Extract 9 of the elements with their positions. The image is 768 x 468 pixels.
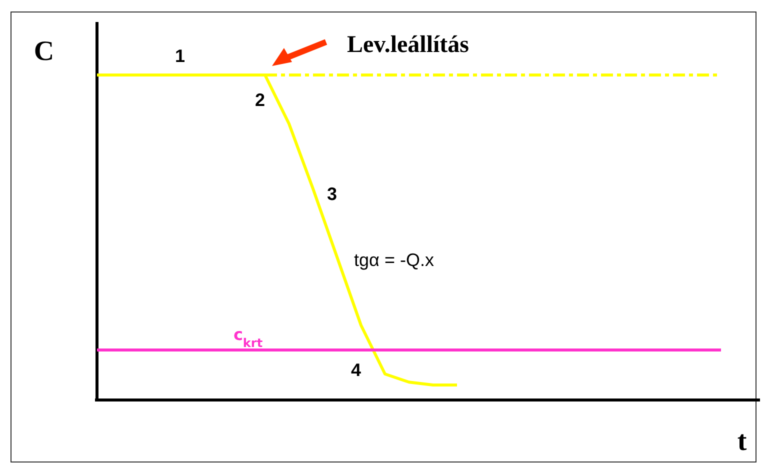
annotation: 4 (350, 360, 362, 380)
text: 1 (174, 46, 186, 66)
text: Lev.leállítás (347, 32, 469, 58)
x-axis-title: t (737, 426, 748, 457)
annotation: 2 (254, 90, 266, 110)
annotation: tgα = -Q.x (354, 250, 434, 270)
y-axis-title: C (34, 36, 54, 67)
annotation: 3 (326, 184, 338, 204)
series-label: c$_{krt}$ (233, 324, 263, 350)
